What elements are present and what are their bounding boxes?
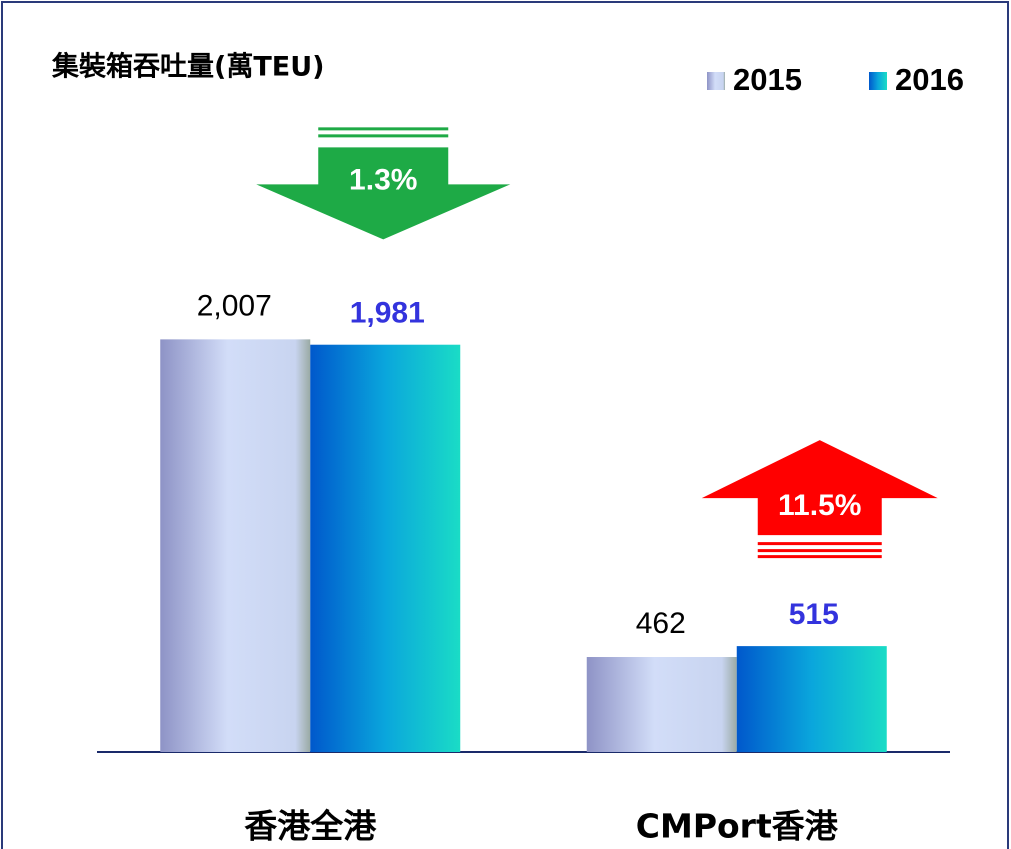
arrow: [256, 147, 511, 240]
legend-swatch: [869, 72, 887, 90]
arrow-stripe: [757, 555, 882, 559]
arrow-stripe: [757, 542, 882, 546]
legend-swatch: [707, 72, 725, 90]
annotation: 11.5%: [778, 489, 861, 522]
arrow-stripe: [757, 549, 882, 553]
value-label: 515: [789, 598, 839, 631]
bar: [586, 657, 737, 752]
annotation: 1.3%: [349, 163, 417, 196]
arrow: [701, 440, 938, 536]
value-label: 2,007: [197, 289, 272, 322]
value-label: 462: [636, 607, 686, 640]
arrow-stripe: [318, 127, 449, 131]
x-tick-label: CMPort香港: [636, 807, 839, 846]
x-tick-label: 香港全港: [244, 807, 377, 846]
chart-title: 集裝箱吞吐量(萬TEU): [51, 51, 324, 83]
bar: [736, 646, 887, 752]
bar: [160, 339, 311, 752]
legend-label: 2016: [895, 62, 964, 97]
bar: [310, 344, 461, 752]
arrow-stripe: [318, 134, 449, 138]
legend-label: 2015: [733, 62, 802, 97]
value-label: 1,981: [350, 297, 425, 330]
